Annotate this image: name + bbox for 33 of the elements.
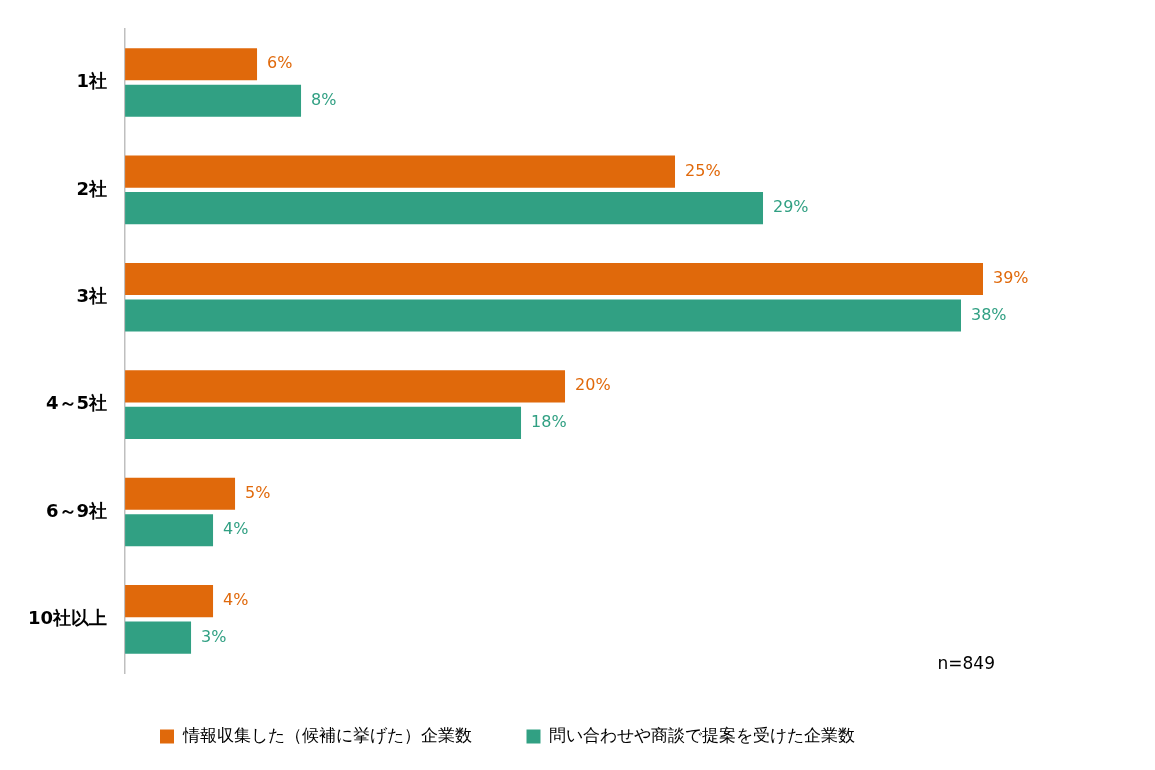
bar: [125, 192, 764, 225]
data-label: 3%: [201, 626, 227, 646]
y-tick-label: 3社: [76, 284, 108, 306]
y-tick-label: 10社以上: [27, 606, 108, 628]
bar: [125, 84, 302, 117]
data-label: 38%: [971, 304, 1007, 324]
bar: [125, 48, 258, 81]
data-label: 39%: [993, 268, 1029, 288]
bar: [125, 621, 192, 654]
y-tick-label: 6～9社: [45, 499, 108, 521]
legend-label: 問い合わせや商談で提案を受けた企業数: [549, 724, 855, 745]
data-label: 29%: [773, 197, 809, 217]
bar: [125, 370, 566, 403]
data-label: 25%: [685, 160, 721, 180]
data-label: 18%: [531, 411, 567, 431]
y-tick-label: 2社: [76, 177, 108, 199]
data-label: 5%: [245, 482, 271, 502]
bar: [125, 406, 522, 439]
bar: [125, 477, 236, 510]
bar: [125, 155, 676, 188]
legend-label: 情報収集した（候補に挙げた）企業数: [181, 724, 472, 745]
data-label: 6%: [267, 53, 293, 73]
bar: [125, 585, 214, 618]
y-tick-label: 4～5社: [45, 392, 108, 414]
bar: [125, 262, 983, 296]
data-label: 20%: [575, 375, 611, 395]
y-tick-label: 1社: [76, 70, 108, 92]
bar: [125, 514, 214, 547]
annotation: n=849: [937, 652, 995, 673]
data-label: 4%: [223, 519, 249, 539]
data-label: 8%: [311, 89, 337, 109]
data-label: 4%: [223, 590, 249, 610]
bar: [125, 299, 961, 332]
